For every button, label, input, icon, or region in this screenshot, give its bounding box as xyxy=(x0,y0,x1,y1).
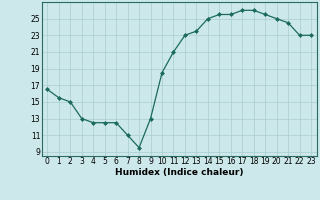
X-axis label: Humidex (Indice chaleur): Humidex (Indice chaleur) xyxy=(115,168,244,177)
